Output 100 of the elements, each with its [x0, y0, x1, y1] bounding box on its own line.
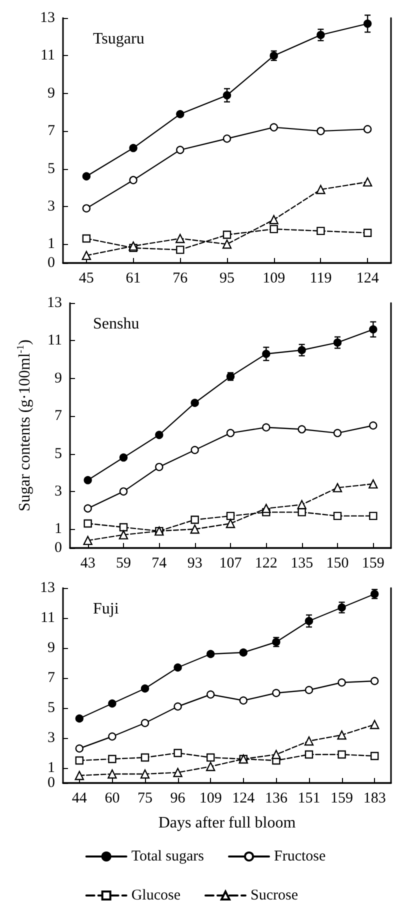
y-tick-label: 0	[54, 540, 62, 556]
y-tick-label: 5	[48, 160, 55, 177]
point	[363, 125, 372, 134]
point	[363, 228, 372, 237]
point	[174, 702, 182, 711]
point	[338, 750, 346, 759]
x-tick-label: 45	[78, 270, 94, 286]
point	[190, 516, 199, 524]
point	[362, 177, 372, 187]
x-tick-label: 44	[72, 790, 88, 806]
x-axis-title: Days after full bloom	[158, 814, 296, 832]
point	[316, 126, 325, 136]
y-tick-label: 11	[48, 332, 62, 349]
point	[369, 421, 378, 430]
x-tick-label: 107	[219, 556, 242, 572]
point	[333, 512, 342, 520]
y-tick-label: 0	[48, 775, 55, 791]
x-tick-label: 135	[290, 556, 314, 572]
x-tick-label: 60	[104, 790, 120, 806]
x-tick-label: 159	[330, 790, 354, 806]
y-tick-label: 13	[40, 10, 55, 26]
point	[119, 523, 128, 532]
point	[176, 246, 184, 254]
point	[84, 504, 92, 513]
point	[239, 696, 248, 705]
point	[118, 530, 128, 540]
point	[370, 720, 380, 730]
x-tick-label: 59	[116, 556, 131, 572]
point	[337, 730, 346, 740]
point	[82, 204, 91, 212]
y-tick-label: 9	[54, 370, 62, 386]
point	[190, 524, 200, 534]
point	[140, 769, 150, 779]
x-tick-label: 159	[362, 556, 384, 572]
x-tick-label: 119	[310, 270, 332, 286]
point	[155, 462, 164, 472]
point	[206, 762, 216, 772]
point	[108, 769, 117, 779]
point	[176, 234, 185, 244]
y-tick-label: 7	[48, 670, 56, 686]
text: Tsugaru	[93, 30, 144, 48]
legend-label: Fructose	[274, 848, 326, 864]
point	[332, 483, 342, 492]
y-tick-label: 13	[47, 295, 62, 311]
point	[119, 487, 128, 496]
point	[369, 512, 378, 520]
y-tick-label: 1	[48, 760, 55, 776]
point	[262, 504, 271, 514]
y-tick-label: 1	[48, 236, 55, 252]
point	[368, 479, 378, 489]
x-tick-label: 93	[187, 556, 202, 572]
point	[297, 500, 306, 510]
y-tick-label: 9	[48, 640, 55, 656]
x-tick-label: 109	[262, 270, 286, 286]
x-tick-label: 136	[264, 790, 288, 806]
x-tick-label: 183	[363, 790, 386, 806]
x-tick-label: 124	[356, 270, 380, 286]
point	[84, 519, 92, 528]
y-tick-label: 13	[40, 580, 55, 596]
x-tick-label: 61	[126, 270, 141, 286]
point	[176, 146, 184, 154]
point	[262, 423, 270, 432]
point	[108, 732, 116, 741]
point	[272, 688, 280, 698]
point	[316, 184, 326, 194]
point	[83, 536, 92, 546]
y-tick-label: 11	[40, 610, 55, 626]
point	[82, 250, 92, 260]
y-tick-label: 0	[48, 255, 55, 271]
text: Senshu	[93, 316, 140, 332]
point	[140, 718, 150, 728]
y-tick-label: 1	[54, 521, 62, 538]
y-tick-label: 7	[48, 123, 56, 140]
point	[206, 753, 215, 762]
point	[74, 770, 84, 780]
point	[269, 215, 278, 224]
y-tick-label: 7	[54, 408, 62, 424]
point	[206, 690, 215, 699]
point	[370, 752, 379, 760]
y-tick-label: 5	[48, 700, 55, 716]
point	[222, 240, 232, 249]
x-tick-label: 124	[232, 790, 256, 806]
x-tick-label: 75	[138, 790, 152, 806]
point	[75, 756, 84, 765]
point	[174, 748, 182, 758]
y-tick-label: 5	[54, 446, 62, 462]
point	[140, 753, 150, 762]
point	[270, 123, 278, 132]
legend-label: Sucrose	[250, 888, 298, 904]
point	[226, 428, 235, 438]
y-tick-label: 3	[54, 483, 62, 500]
point	[298, 425, 306, 434]
point	[222, 134, 232, 143]
point	[316, 226, 325, 236]
point	[304, 750, 314, 759]
legend-label: Glucose	[131, 888, 181, 904]
y-tick-label: 11	[40, 48, 55, 64]
point	[173, 768, 182, 778]
legend-label: Total sugars	[131, 848, 204, 864]
point	[272, 750, 281, 760]
